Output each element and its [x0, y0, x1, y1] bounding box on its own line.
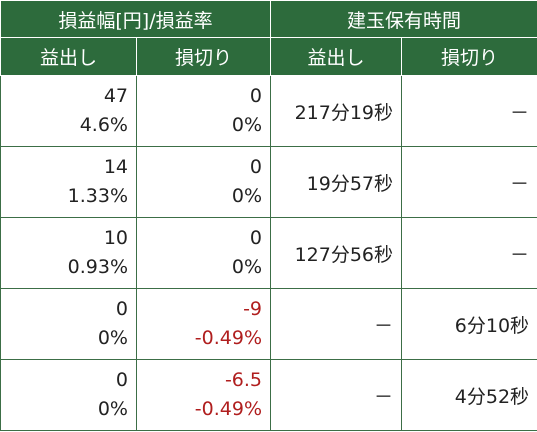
header-group-row: 損益幅[円]/損益率 建玉保有時間	[0, 0, 537, 38]
hold-loss-cell: －	[401, 217, 537, 289]
loss-rate: -0.49%	[194, 398, 263, 420]
hold-loss-cell: －	[401, 146, 537, 218]
profit-cell: 47 4.6%	[0, 75, 137, 147]
profit-cell: 0 0%	[0, 288, 137, 360]
profit-amount: 14	[103, 156, 128, 178]
profit-amount: 47	[103, 85, 128, 107]
table-row: 0 0% -9 -0.49% － 6分10秒	[0, 288, 537, 360]
header-pnl-group: 損益幅[円]/損益率	[0, 0, 272, 38]
profit-rate: 4.6%	[79, 114, 128, 136]
table-row: 10 0.93% 0 0% 127分56秒 －	[0, 217, 537, 289]
header-profit: 益出し	[0, 37, 137, 76]
hold-loss-cell: 6分10秒	[401, 288, 537, 360]
profit-rate: 0.93%	[67, 256, 128, 278]
loss-cell: 0 0%	[135, 146, 272, 218]
profit-amount: 10	[103, 227, 128, 249]
loss-cell: -9 -0.49%	[135, 288, 272, 360]
loss-amount: -6.5	[224, 369, 263, 391]
header-sub-row: 益出し 損切り 益出し 損切り	[0, 37, 537, 76]
table-row: 0 0% -6.5 -0.49% － 4分52秒	[0, 359, 537, 431]
profit-rate: 1.33%	[67, 185, 128, 207]
profit-cell: 10 0.93%	[0, 217, 137, 289]
loss-rate: 0%	[231, 185, 263, 207]
header-hold-profit: 益出し	[270, 37, 403, 76]
loss-amount: 0	[249, 156, 263, 178]
table-body: 47 4.6% 0 0% 217分19秒 － 14 1.33% 0 0% 19分57秒 …	[0, 75, 537, 431]
loss-cell: 0 0%	[135, 217, 272, 289]
profit-amount: 0	[115, 369, 128, 391]
loss-rate: -0.49%	[194, 327, 263, 349]
loss-cell: -6.5 -0.49%	[135, 359, 272, 431]
hold-profit-cell: 19分57秒	[270, 146, 403, 218]
header-hold-group: 建玉保有時間	[270, 0, 537, 38]
hold-loss-cell: －	[401, 75, 537, 147]
table-row: 47 4.6% 0 0% 217分19秒 －	[0, 75, 537, 147]
profit-rate: 0%	[97, 398, 128, 420]
hold-profit-cell: －	[270, 359, 403, 431]
hold-profit-cell: 217分19秒	[270, 75, 403, 147]
loss-amount: 0	[249, 85, 263, 107]
loss-rate: 0%	[231, 256, 263, 278]
profit-rate: 0%	[97, 327, 128, 349]
table-row: 14 1.33% 0 0% 19分57秒 －	[0, 146, 537, 218]
loss-rate: 0%	[231, 114, 263, 136]
hold-loss-cell: 4分52秒	[401, 359, 537, 431]
hold-profit-cell: 127分56秒	[270, 217, 403, 289]
header-loss: 損切り	[135, 37, 272, 76]
loss-cell: 0 0%	[135, 75, 272, 147]
profit-cell: 0 0%	[0, 359, 137, 431]
profit-amount: 0	[115, 298, 128, 320]
profit-cell: 14 1.33%	[0, 146, 137, 218]
hold-profit-cell: －	[270, 288, 403, 360]
loss-amount: -9	[243, 298, 263, 320]
loss-amount: 0	[249, 227, 263, 249]
header-hold-loss: 損切り	[401, 37, 537, 76]
